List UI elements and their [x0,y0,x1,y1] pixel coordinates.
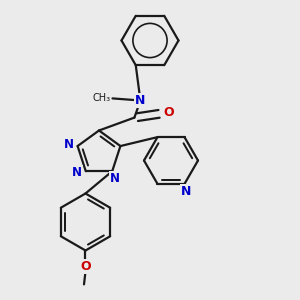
Text: CH₃: CH₃ [92,93,110,103]
Text: N: N [72,166,82,179]
Text: N: N [181,185,191,198]
Text: O: O [80,260,91,273]
Text: N: N [64,138,74,151]
Text: N: N [110,172,120,185]
Text: O: O [163,106,174,119]
Text: N: N [135,94,146,107]
